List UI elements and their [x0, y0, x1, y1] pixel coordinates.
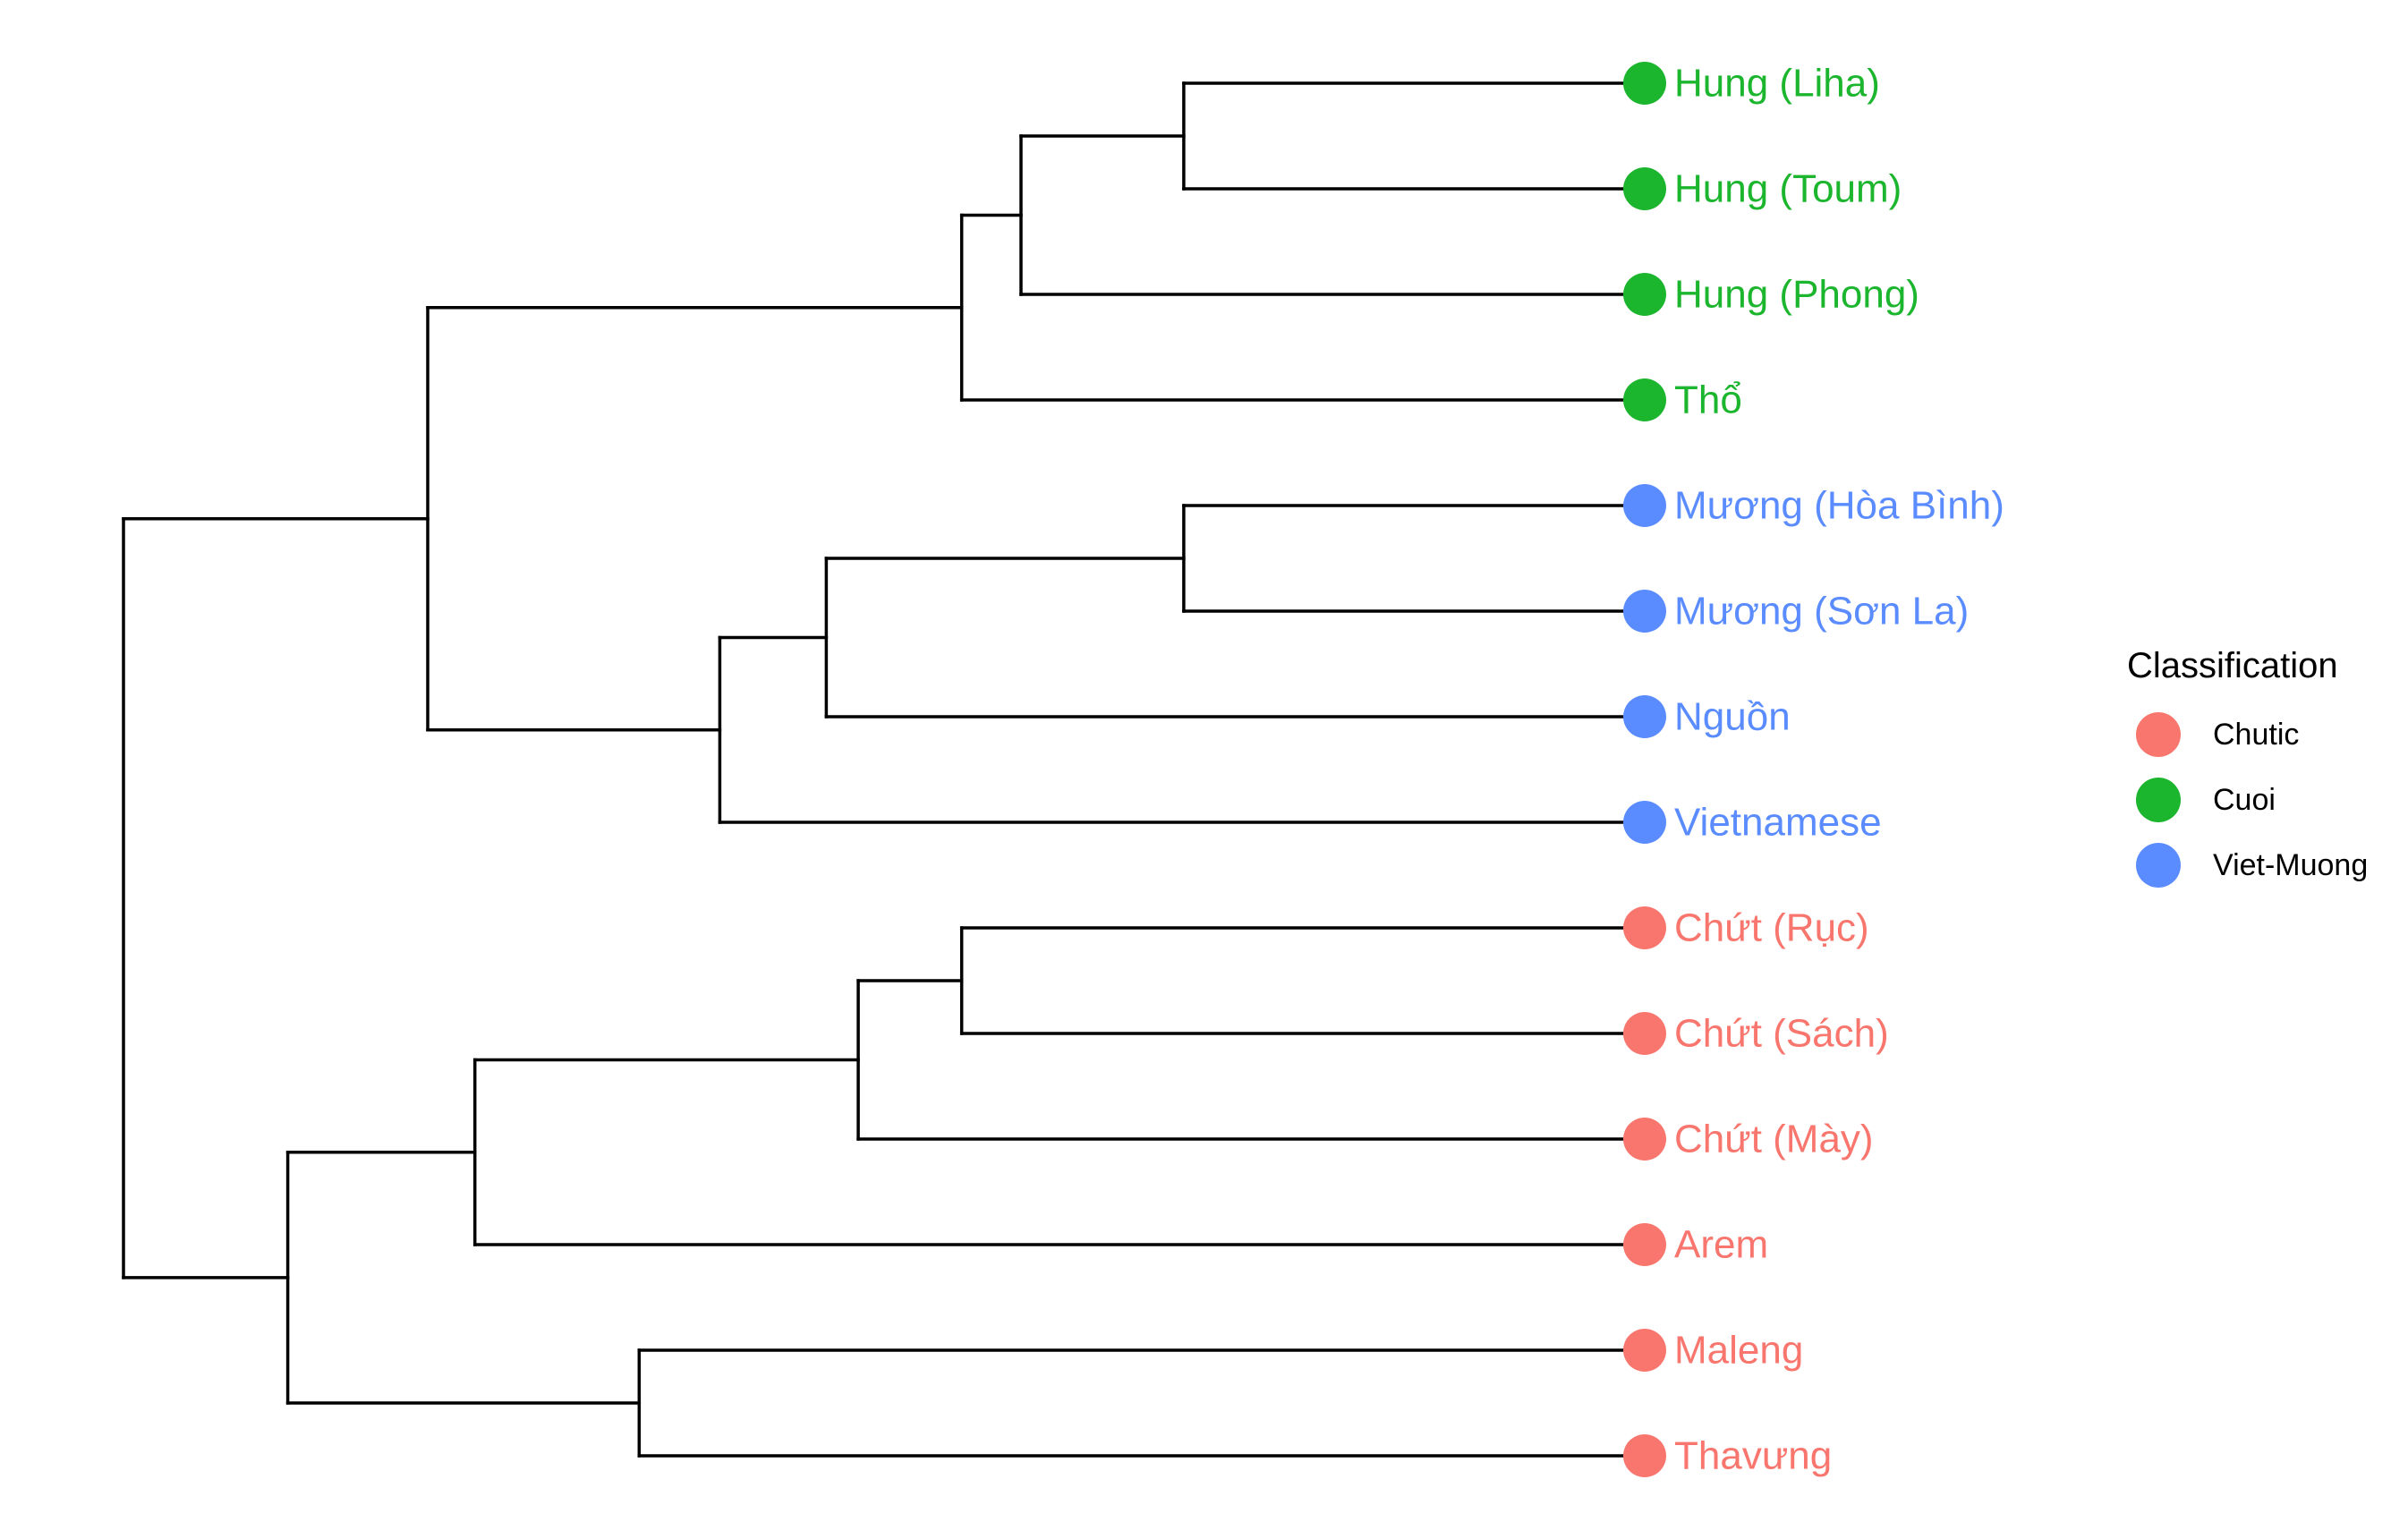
- tip-point: [1623, 62, 1666, 105]
- tip-point: [1623, 378, 1666, 421]
- legend-key: [2136, 843, 2181, 888]
- legend: Classification Chutic Cuoi Viet-Muong: [2127, 646, 2368, 888]
- tip-label: Maleng: [1674, 1329, 1803, 1373]
- tip-point: [1623, 906, 1666, 949]
- tip-label: Thổ: [1674, 378, 1742, 422]
- tip-label: Vietnamese: [1674, 801, 1882, 845]
- tip-label: Mương (Sơn La): [1674, 590, 1969, 633]
- legend-label: Cuoi: [2213, 783, 2276, 817]
- tip-label: Mương (Hòa Bình): [1674, 484, 2004, 528]
- legend-title: Classification: [2127, 646, 2338, 685]
- tip-point: [1623, 1118, 1666, 1161]
- tip-point: [1623, 1223, 1666, 1266]
- tip-point: [1623, 1329, 1666, 1372]
- tip-label: Thavưng: [1674, 1434, 1832, 1478]
- tip-point: [1623, 167, 1666, 210]
- tip-label: Hung (Toum): [1674, 167, 1902, 211]
- tip-label: Chứt (Mày): [1674, 1118, 1874, 1161]
- legend-label: Chutic: [2213, 718, 2299, 752]
- tip-label: Hung (Phong): [1674, 273, 1919, 317]
- tip-point: [1623, 801, 1666, 844]
- tip-label: Hung (Liha): [1674, 62, 1880, 106]
- tip-label: Chứt (Sách): [1674, 1012, 1889, 1056]
- tree-branches: [122, 81, 1646, 1458]
- legend-items: Chutic Cuoi Viet-Muong: [2136, 712, 2368, 888]
- legend-key: [2136, 712, 2181, 757]
- legend-label: Viet-Muong: [2213, 848, 2368, 882]
- tip-point: [1623, 484, 1666, 527]
- tree-tips: Hung (Liha) Hung (Toum) Hung (Phong) Thổ Mươ…: [1623, 62, 2004, 1478]
- tip-point: [1623, 590, 1666, 633]
- tip-label: Chứt (Rục): [1674, 906, 1869, 950]
- tip-point: [1623, 1012, 1666, 1055]
- legend-key: [2136, 778, 2181, 822]
- tip-label: Nguồn: [1674, 695, 1791, 739]
- tip-point: [1623, 1434, 1666, 1477]
- tip-label: Arem: [1674, 1223, 1768, 1267]
- tip-point: [1623, 273, 1666, 316]
- tip-point: [1623, 695, 1666, 738]
